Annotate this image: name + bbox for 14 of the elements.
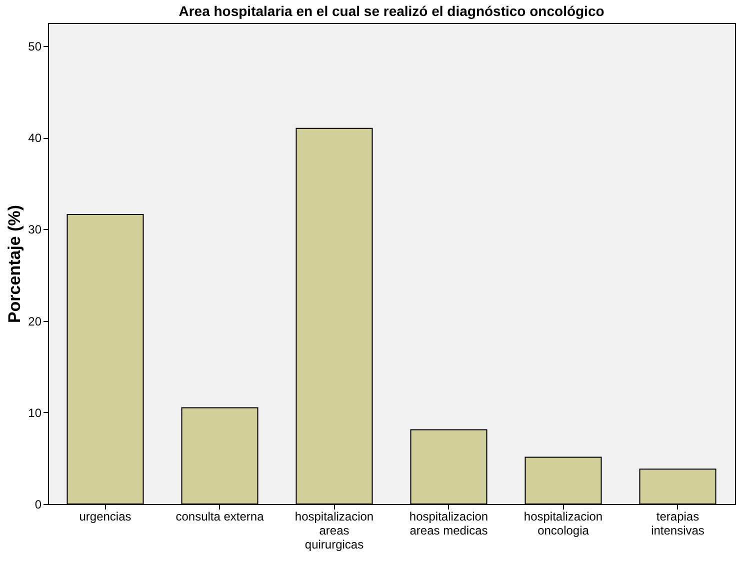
x-tick-label: consulta externa xyxy=(176,510,264,524)
y-axis-title: Porcentaje (%) xyxy=(5,204,24,324)
y-tick-label: 40 xyxy=(28,131,42,146)
x-tick-label: urgencias xyxy=(79,510,132,524)
y-tick-label: 0 xyxy=(34,498,42,512)
y-tick-label: 20 xyxy=(28,314,42,328)
y-tick-label: 30 xyxy=(28,222,42,237)
x-tick-label: hospitalizacion areas quirurgicas xyxy=(294,510,374,552)
y-tick-label: 50 xyxy=(28,39,42,54)
y-tick-label: 10 xyxy=(28,406,42,420)
x-tick-label: terapias intensivas xyxy=(651,510,704,538)
x-tick-label: hospitalizacion oncologia xyxy=(524,510,603,538)
x-tick-label: hospitalizacion areas medicas xyxy=(409,510,488,538)
chart-title: Area hospitalaria en el cual se realizó el diagnóstico oncológico xyxy=(178,3,604,19)
